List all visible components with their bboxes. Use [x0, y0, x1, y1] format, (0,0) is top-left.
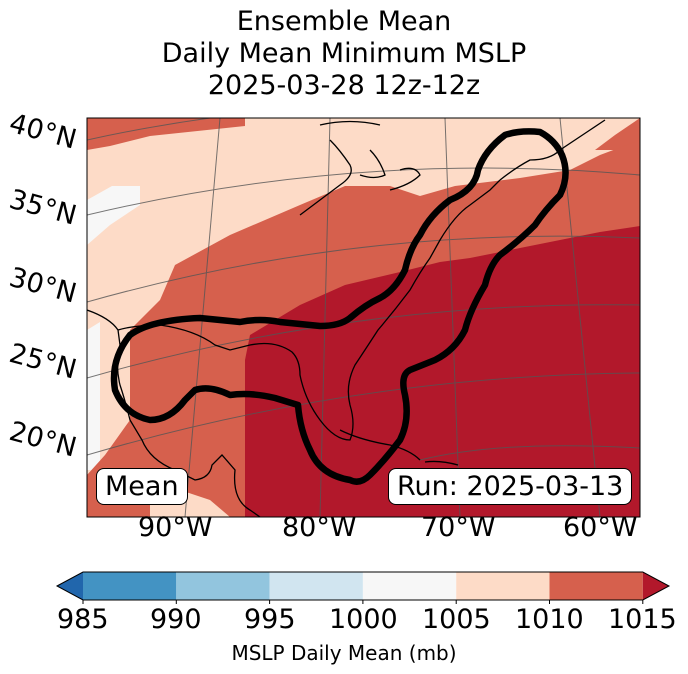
- parallel-30n: [87, 235, 640, 303]
- colorbar-tick-1010: 1010: [515, 604, 584, 635]
- parallel-20n: [87, 372, 640, 456]
- hispaniola: [424, 460, 459, 466]
- lon-label-80w: 80°W: [282, 512, 357, 543]
- contour-1005: [110, 128, 569, 485]
- colorbar-bin-1005-1010: [456, 572, 550, 600]
- region-1010-1015-ne: [595, 118, 640, 150]
- region-1000-1005-west: [87, 322, 100, 470]
- title-line-2: Daily Mean Minimum MSLP: [161, 38, 527, 69]
- map-frame: [86, 117, 641, 518]
- cuba: [339, 429, 421, 461]
- new-england-coast: [499, 119, 606, 181]
- colorbar-tick-1005: 1005: [422, 604, 491, 635]
- colorbar-label: MSLP Daily Mean (mb): [231, 641, 457, 665]
- colorbar-extend-high: [642, 572, 669, 600]
- mean-label: Mean: [96, 468, 188, 505]
- region-1010-1015-nw: [87, 118, 245, 150]
- parallel-40n: [87, 118, 640, 141]
- region-1000-1005-north: [87, 186, 140, 245]
- lon-label-70w: 70°W: [421, 512, 496, 543]
- colorbar: [55, 571, 671, 604]
- parallel-25n: [87, 304, 640, 379]
- colorbar-tick-995: 995: [244, 604, 296, 635]
- colorbar-bin-985-990: [83, 572, 177, 600]
- colorbar-bin-990-995: [176, 572, 270, 600]
- title-line-1: Ensemble Mean: [236, 6, 452, 37]
- title-line-3: 2025-03-28 12z-12z: [207, 70, 481, 101]
- colorbar-tick-985: 985: [57, 604, 109, 635]
- parallel-15n: [419, 445, 640, 461]
- us-gulf-east-coast: [117, 179, 501, 441]
- colorbar-ticks: [82, 600, 644, 604]
- lon-label-90w: 90°W: [138, 512, 213, 543]
- colorbar-bin-1000-1005: [362, 572, 457, 600]
- meridian-80w: [319, 118, 331, 517]
- map-fill: [87, 118, 640, 517]
- colorbar-bin-995-1000: [269, 572, 363, 600]
- region-above-1015: [245, 226, 640, 517]
- great-lakes: [299, 120, 421, 216]
- graticule: [87, 118, 640, 517]
- colorbar-tick-990: 990: [150, 604, 202, 635]
- meridian-70w: [444, 118, 461, 517]
- colorbar-extend-low: [57, 572, 83, 600]
- colorbar-tick-1000: 1000: [329, 604, 398, 635]
- lon-label-60w: 60°W: [563, 512, 638, 543]
- run-date-label: Run: 2025-03-13: [388, 468, 633, 505]
- colorbar-bin-1010-1015: [549, 572, 643, 600]
- colorbar-tick-1015: 1015: [608, 604, 677, 635]
